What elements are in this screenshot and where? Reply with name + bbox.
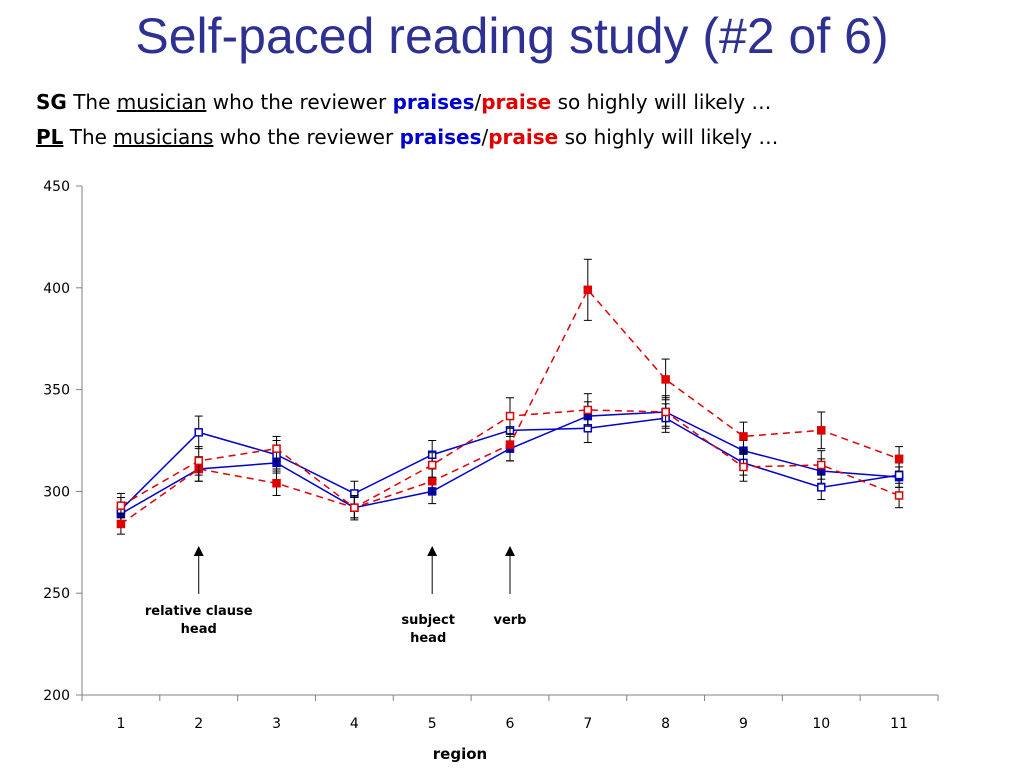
data-point: [583, 405, 593, 415]
x-axis-label: region: [433, 745, 487, 763]
data-point: [739, 462, 748, 472]
annotation-arrowhead: [193, 546, 204, 556]
annotation-label: relative clause: [145, 604, 253, 619]
x-tick-label: 2: [194, 716, 203, 732]
condition-label-pl: PL: [36, 125, 64, 149]
y-tick-label: 250: [43, 586, 70, 602]
annotation-label: head: [181, 622, 217, 637]
data-point: [817, 426, 826, 435]
sentence-tail: so highly will likely …: [557, 90, 772, 114]
sentence-head-noun: musicians: [113, 125, 214, 149]
verb-plural: praise: [488, 125, 559, 149]
verb-plural: praise: [481, 90, 552, 114]
data-point: [739, 432, 748, 441]
x-tick-label: 7: [583, 716, 592, 732]
y-tick-label: 350: [43, 383, 70, 399]
data-point: [272, 444, 281, 453]
annotation-arrowhead: [505, 546, 515, 556]
data-point: [894, 470, 904, 480]
series-3: [116, 258, 904, 535]
y-tick-label: 450: [43, 179, 70, 195]
annotation-region-5: subject head: [401, 546, 455, 646]
sentence-middle: who the reviewer: [212, 90, 387, 114]
annotation-arrowhead: [427, 546, 438, 556]
data-point: [894, 454, 904, 464]
y-tick-label: 400: [43, 281, 70, 297]
data-point: [817, 483, 826, 492]
sentence-tail: so highly will likely …: [564, 125, 779, 149]
x-tick-label: 8: [661, 716, 670, 732]
data-point: [427, 460, 437, 470]
verb-slash: /: [474, 90, 482, 114]
data-point: [350, 503, 359, 512]
data-point: [194, 456, 203, 466]
annotation-region-6: verb: [493, 546, 527, 628]
data-point: [505, 440, 515, 449]
data-point: [272, 479, 281, 488]
data-point: [505, 411, 515, 421]
x-tick-label: 3: [272, 716, 281, 732]
verb-singular: praises: [392, 90, 475, 114]
x-tick-label: 10: [812, 716, 830, 732]
data-point: [583, 285, 593, 295]
sentence-sg: SG The musician who the reviewer praises…: [36, 90, 771, 114]
sentence-head-noun: musician: [116, 90, 207, 114]
x-tick-label: 1: [116, 716, 125, 732]
x-tick-label: 6: [506, 716, 515, 732]
y-tick-label: 300: [43, 484, 70, 500]
condition-label-sg: SG: [36, 90, 67, 114]
data-point: [116, 519, 126, 529]
sentence-middle: who the reviewer: [219, 125, 394, 149]
x-tick-label: 11: [890, 716, 908, 732]
verb-slash: /: [481, 125, 489, 149]
x-tick-label: 9: [739, 716, 748, 732]
sentence-word-the: The: [69, 125, 107, 149]
data-point: [116, 501, 126, 510]
annotation-label: subject: [401, 613, 455, 628]
series-4: [116, 393, 904, 521]
slide-title: Self-paced reading study (#2 of 6): [135, 8, 889, 64]
data-point: [661, 407, 670, 417]
annotation-region-2: relative clause head: [145, 546, 253, 637]
y-tick-label: 200: [43, 688, 70, 704]
data-point: [817, 460, 826, 470]
annotation-label: head: [410, 631, 446, 646]
data-point: [894, 491, 904, 500]
x-tick-label: 4: [350, 716, 359, 732]
data-point: [194, 428, 203, 437]
x-tick-label: 5: [428, 716, 437, 732]
sentence-word-the: The: [73, 90, 111, 114]
verb-singular: praises: [399, 125, 482, 149]
annotation-label: verb: [493, 613, 526, 628]
data-point: [427, 476, 437, 486]
sentence-pl: PL The musicians who the reviewer praise…: [36, 125, 778, 149]
data-point: [661, 375, 670, 384]
